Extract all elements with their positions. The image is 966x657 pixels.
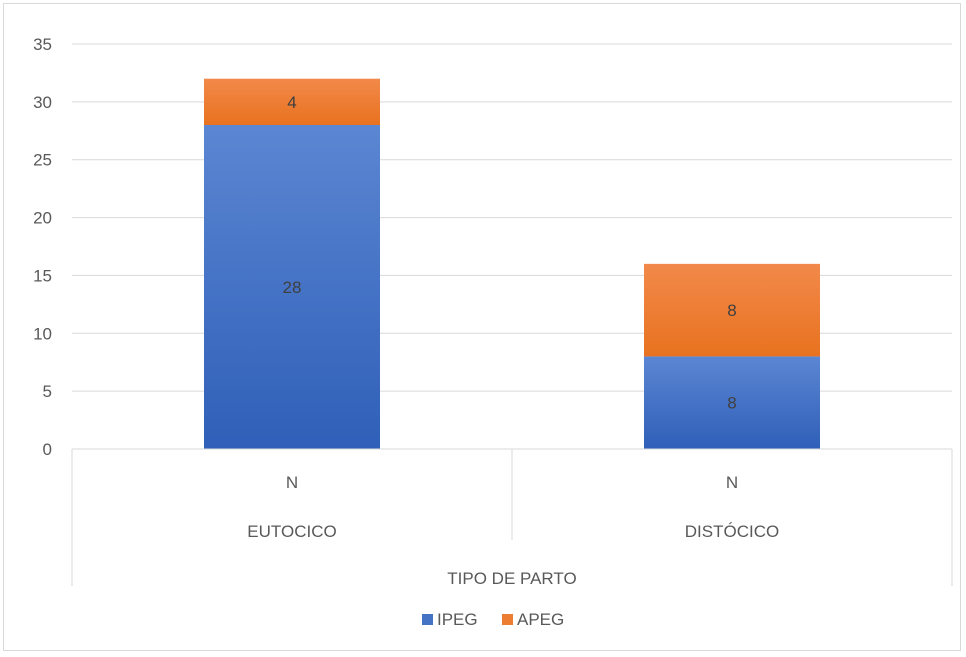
- x-category-label: EUTOCICO: [247, 522, 336, 541]
- y-tick-label: 25: [33, 151, 52, 170]
- data-label: 8: [727, 301, 736, 320]
- y-tick-label: 35: [33, 35, 52, 54]
- y-tick-label: 15: [33, 266, 52, 285]
- x-sublabel: N: [286, 473, 298, 492]
- bar-apeg-eutocico: [204, 78, 380, 125]
- legend-label-ipeg: IPEG: [437, 610, 478, 629]
- y-tick-label: 0: [43, 440, 52, 459]
- bar-apeg-distócico: [644, 263, 820, 357]
- y-tick-label: 20: [33, 209, 52, 228]
- x-category-label: DISTÓCICO: [685, 522, 779, 541]
- y-axis-ticks: 0 5 10 15 20 25 30 35: [33, 35, 52, 459]
- legend: IPEG APEG: [422, 610, 564, 629]
- bar-ipeg-eutocico: [204, 125, 380, 449]
- y-tick-label: 10: [33, 324, 52, 343]
- data-label: 28: [283, 278, 302, 297]
- x-group-label: TIPO DE PARTO: [447, 569, 576, 588]
- data-label: 4: [287, 93, 296, 112]
- stacked-bar-chart: 0 5 10 15 20 25 30 35 28 4 8 8 N EUTOCICO N DISTÓCICO…: [33, 35, 953, 629]
- legend-label-apeg: APEG: [517, 610, 564, 629]
- data-label: 8: [727, 394, 736, 413]
- x-sublabel: N: [726, 473, 738, 492]
- legend-swatch-ipeg: [422, 614, 433, 625]
- y-tick-label: 5: [43, 382, 52, 401]
- legend-swatch-apeg: [502, 614, 513, 625]
- y-tick-label: 30: [33, 93, 52, 112]
- chart-area: 0 5 10 15 20 25 30 35 28 4 8 8 N EUTOCICO N DISTÓCICO…: [3, 3, 961, 651]
- bars: [204, 78, 820, 449]
- x-axis: N EUTOCICO N DISTÓCICO TIPO DE PARTO: [71, 448, 953, 588]
- data-labels: 28 4 8 8: [283, 93, 737, 413]
- bar-ipeg-distócico: [644, 356, 820, 449]
